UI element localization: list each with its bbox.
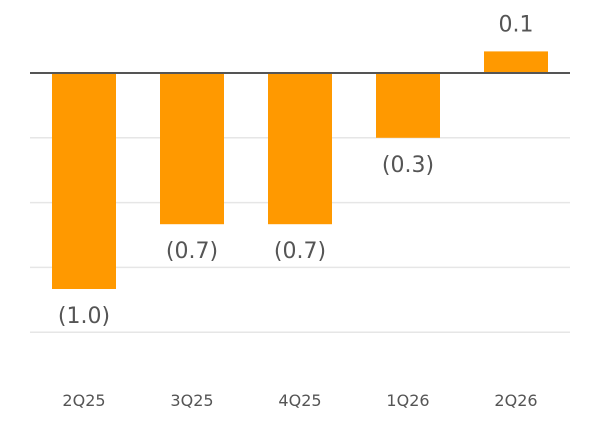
x-tick-1q26: 1Q26 [386, 391, 429, 410]
data-labels: (1.0) (0.7) (0.7) (0.3) 0.1 [58, 12, 534, 329]
data-label-4q25: (0.7) [274, 239, 326, 264]
data-label-2q25: (1.0) [58, 304, 110, 329]
x-tick-2q26: 2Q26 [494, 391, 537, 410]
bar-2q26 [484, 51, 548, 73]
bar-2q25 [52, 73, 116, 289]
bar-1q26 [376, 73, 440, 138]
bars [52, 51, 548, 289]
bar-3q25 [160, 73, 224, 225]
data-label-1q26: (0.3) [382, 153, 434, 178]
x-tick-2q25: 2Q25 [62, 391, 105, 410]
x-tick-4q25: 4Q25 [278, 391, 321, 410]
bar-4q25 [268, 73, 332, 225]
data-label-2q26: 0.1 [499, 12, 534, 37]
data-label-3q25: (0.7) [166, 239, 218, 264]
x-axis-tick-labels: 2Q25 3Q25 4Q25 1Q26 2Q26 [62, 391, 537, 410]
x-tick-3q25: 3Q25 [170, 391, 213, 410]
